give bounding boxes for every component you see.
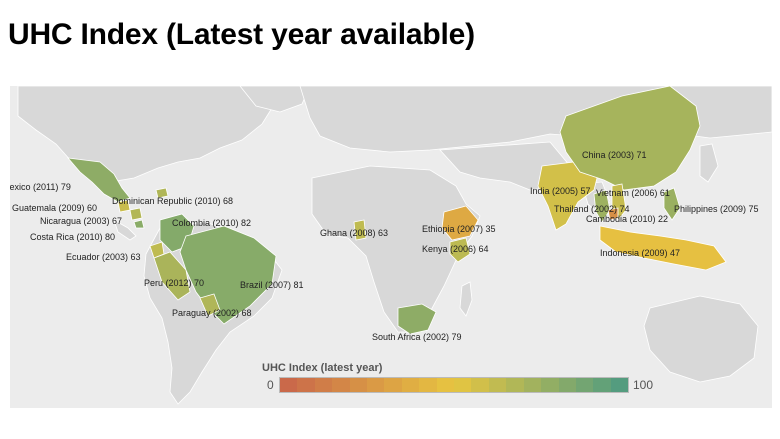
legend-swatch xyxy=(541,378,559,392)
country-labels: Mexico (2011) 79 Guatemala (2009) 60 Nic… xyxy=(10,150,759,342)
label-mexico: Mexico (2011) 79 xyxy=(10,182,71,192)
country-ethiopia[interactable] xyxy=(441,205,479,241)
legend-swatch xyxy=(593,378,611,392)
legend-swatch xyxy=(349,378,368,392)
legend-swatch xyxy=(471,378,489,392)
country-dominican-republic[interactable] xyxy=(155,187,169,199)
label-thailand: Thailand (2002) 74 xyxy=(554,204,630,214)
legend-title: UHC Index (latest year) xyxy=(262,362,383,374)
country-china[interactable] xyxy=(559,86,701,191)
country-paraguay[interactable] xyxy=(199,293,221,317)
legend-min-label: 0 xyxy=(267,378,274,392)
country-philippines[interactable] xyxy=(663,187,681,221)
legend-swatch xyxy=(558,378,576,392)
label-paraguay: Paraguay (2002) 68 xyxy=(172,308,252,318)
label-ecuador: Ecuador (2003) 63 xyxy=(66,252,141,262)
label-dominican-republic: Dominican Republic (2010) 68 xyxy=(112,196,233,206)
label-india: India (2005) 57 xyxy=(530,186,591,196)
label-cambodia: Cambodia (2010) 22 xyxy=(586,214,668,224)
legend-swatch xyxy=(332,378,350,392)
country-mexico[interactable] xyxy=(67,157,131,203)
country-thailand[interactable] xyxy=(593,189,611,223)
legend-swatch xyxy=(436,378,455,392)
legend-swatch xyxy=(297,378,315,392)
label-ethiopia: Ethiopia (2007) 35 xyxy=(422,224,496,234)
legend-swatch xyxy=(523,378,542,392)
label-kenya: Kenya (2006) 64 xyxy=(422,244,489,254)
label-south-africa: South Africa (2002) 79 xyxy=(372,332,462,342)
legend-swatch xyxy=(280,378,298,392)
legend-max-label: 100 xyxy=(633,378,654,392)
country-peru[interactable] xyxy=(153,251,191,301)
map-panel[interactable]: Mexico (2011) 79 Guatemala (2009) 60 Nic… xyxy=(10,86,772,408)
country-nicaragua[interactable] xyxy=(129,207,143,221)
label-costa-rica: Costa Rica (2010) 80 xyxy=(30,232,115,242)
country-south-africa[interactable] xyxy=(397,303,437,335)
legend-swatch xyxy=(575,378,594,392)
label-ghana: Ghana (2008) 63 xyxy=(320,228,388,238)
slide-title: UHC Index (Latest year available) xyxy=(8,18,475,51)
label-philippines: Philippines (2009) 75 xyxy=(674,204,759,214)
legend-swatch xyxy=(454,378,472,392)
label-nicaragua: Nicaragua (2003) 67 xyxy=(40,216,122,226)
world-map[interactable]: Mexico (2011) 79 Guatemala (2009) 60 Nic… xyxy=(10,86,772,408)
legend-swatch xyxy=(401,378,420,392)
legend-swatch xyxy=(506,378,524,392)
country-costa-rica[interactable] xyxy=(133,219,145,229)
legend-swatch xyxy=(384,378,402,392)
country-kenya[interactable] xyxy=(449,237,471,263)
legend-swatch xyxy=(367,378,385,392)
legend-swatch xyxy=(314,378,333,392)
legend-swatch xyxy=(488,378,507,392)
country-ghana[interactable] xyxy=(353,219,367,241)
data-countries[interactable] xyxy=(67,86,727,335)
label-china: China (2003) 71 xyxy=(582,150,647,160)
legend-swatch xyxy=(419,378,437,392)
label-brazil: Brazil (2007) 81 xyxy=(240,280,304,290)
label-guatemala: Guatemala (2009) 60 xyxy=(12,203,97,213)
label-colombia: Colombia (2010) 82 xyxy=(172,218,251,228)
label-peru: Peru (2012) 70 xyxy=(144,278,204,288)
legend-swatch xyxy=(610,378,629,392)
country-indonesia[interactable] xyxy=(599,225,727,271)
legend-color-scale[interactable] xyxy=(279,377,629,393)
label-indonesia: Indonesia (2009) 47 xyxy=(600,248,680,258)
label-vietnam: Vietnam (2006) 61 xyxy=(596,188,670,198)
country-cambodia[interactable] xyxy=(607,207,619,221)
